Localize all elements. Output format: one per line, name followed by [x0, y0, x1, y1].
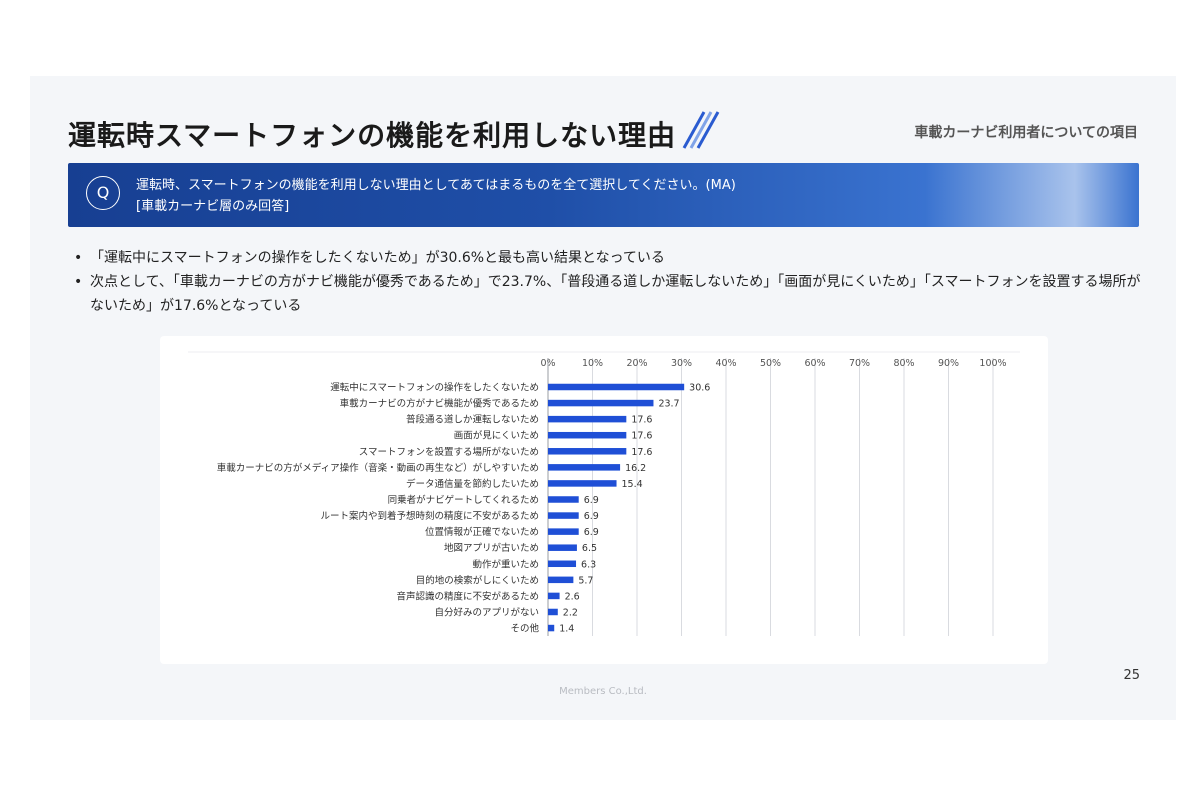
data-label: 15.4 — [622, 479, 643, 490]
tick-label: 100% — [979, 358, 1006, 369]
data-label: 17.6 — [631, 447, 652, 458]
category-label: 車載カーナビの方がメディア操作（音楽・動画の再生など）がしやすいため — [217, 462, 539, 474]
page-number: 25 — [1123, 668, 1140, 683]
category-label: 車載カーナビの方がナビ機能が優秀であるため — [340, 398, 539, 410]
summary-item: 次点として、「車載カーナビの方がナビ機能が優秀であるため」で23.7%、「普段通… — [74, 270, 1144, 318]
page-title: 運転時スマートフォンの機能を利用しない理由 — [68, 119, 677, 152]
data-label: 17.6 — [631, 431, 652, 442]
tick-label: 10% — [582, 358, 603, 369]
category-label: 運転中にスマートフォンの操作をしたくないため — [330, 382, 539, 394]
slide: 運転時スマートフォンの機能を利用しない理由 車載カーナビ利用者についての項目 Q… — [30, 76, 1176, 720]
category-label: スマートフォンを設置する場所がないため — [359, 446, 539, 458]
bar — [548, 512, 579, 519]
question-banner: Q 運転時、スマートフォンの機能を利用しない理由としてあてはまるものを全て選択し… — [68, 163, 1139, 227]
category-label: 音声認識の精度に不安があるため — [396, 590, 539, 602]
tick-label: 30% — [671, 358, 692, 369]
summary-item: 「運転中にスマートフォンの操作をしたくないため」が30.6%と最も高い結果となっ… — [74, 246, 1144, 270]
tick-label: 60% — [804, 358, 825, 369]
data-label: 17.6 — [631, 415, 652, 426]
bar — [548, 496, 579, 503]
summary-list: 「運転中にスマートフォンの操作をしたくないため」が30.6%と最も高い結果となっ… — [74, 246, 1144, 318]
bar — [548, 592, 560, 600]
tick-label: 80% — [893, 358, 914, 369]
tick-label: 50% — [760, 358, 781, 369]
category-label: 同乗者がナビゲートしてくれるため — [388, 494, 539, 506]
bar-chart: 0% 10% 20% 30% 40% 50% 60% 70% 80% 90% 100%運転中にスマー… — [188, 351, 1020, 637]
data-label: 5.7 — [578, 575, 593, 586]
category-label: 動作が重いため — [472, 558, 539, 570]
bar — [548, 448, 627, 455]
category-label: その他 — [510, 623, 539, 635]
question-badge: Q — [86, 176, 120, 210]
bar — [548, 383, 685, 391]
data-label: 2.6 — [565, 591, 580, 602]
category-label: 位置情報が正確でないため — [425, 526, 539, 538]
section-subtitle: 車載カーナビ利用者についての項目 — [914, 125, 1138, 141]
tick-label: 70% — [849, 358, 870, 369]
question-note: [車載カーナビ層のみ回答] — [136, 199, 290, 214]
data-label: 6.9 — [584, 511, 599, 522]
tick-label: 40% — [715, 358, 736, 369]
category-label: ルート案内や到着予想時刻の精度に不安があるため — [320, 510, 539, 522]
bar — [548, 560, 577, 568]
category-label: 地図アプリが古いため — [444, 542, 539, 554]
chart-card: 0% 10% 20% 30% 40% 50% 60% 70% 80% 90% 100% 運転中にスマー… — [160, 336, 1048, 664]
category-label: データ通信量を節約したいため — [406, 478, 539, 490]
bar — [548, 608, 558, 616]
bar — [548, 528, 579, 535]
bar — [548, 480, 617, 487]
footer-company: Members Co.,Ltd. — [559, 686, 647, 697]
data-label: 6.9 — [584, 495, 599, 506]
slash-decoration-icon — [682, 111, 720, 149]
data-label: 6.3 — [581, 559, 596, 570]
category-label: 普段通る道しか運転しないため — [406, 414, 539, 426]
tick-label: 90% — [938, 358, 959, 369]
bar — [548, 544, 577, 551]
category-label: 画面が見にくいため — [454, 430, 539, 442]
data-label: 2.2 — [563, 607, 578, 618]
data-label: 6.9 — [584, 527, 599, 538]
data-label: 23.7 — [658, 399, 679, 410]
bar — [548, 624, 555, 632]
category-label: 自分好みのアプリがない — [434, 606, 539, 618]
data-label: 1.4 — [559, 624, 574, 635]
tick-label: 20% — [626, 358, 647, 369]
bar — [548, 576, 574, 584]
data-label: 6.5 — [582, 543, 597, 554]
data-label: 16.2 — [625, 463, 646, 474]
bar — [548, 431, 627, 439]
bar — [548, 464, 621, 471]
question-line: 運転時、スマートフォンの機能を利用しない理由としてあてはまるものを全て選択してく… — [136, 178, 736, 193]
question-text: 運転時、スマートフォンの機能を利用しない理由としてあてはまるものを全て選択してく… — [136, 175, 736, 217]
category-label: 目的地の検索がしにくいため — [416, 574, 539, 586]
bar — [548, 399, 654, 407]
bar — [548, 415, 627, 423]
data-label: 30.6 — [689, 383, 710, 394]
